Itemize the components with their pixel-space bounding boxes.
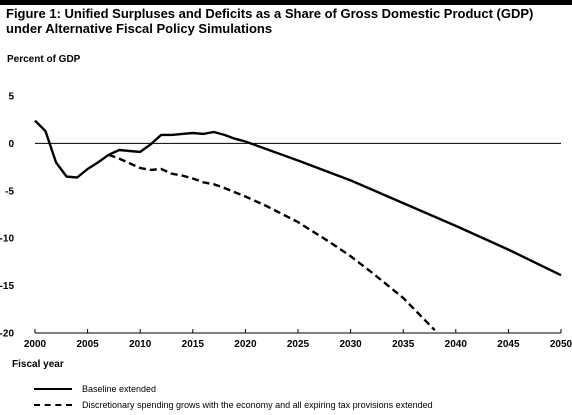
series-line-baseline: [34, 119, 562, 277]
legend-label-alternative: Discretionary spending grows with the ec…: [82, 400, 433, 410]
x-tick-label: 2040: [445, 339, 468, 350]
y-tick-label: -5: [5, 186, 14, 197]
top-rule: [0, 0, 572, 5]
y-tick-label: 0: [8, 139, 14, 150]
x-axis-label: Fiscal year: [12, 359, 64, 370]
x-tick-label: 2050: [550, 339, 572, 350]
x-tick-label: 2000: [24, 339, 47, 350]
x-tick-label: 2010: [129, 339, 152, 350]
legend: Baseline extended Discretionary spending…: [34, 381, 433, 413]
y-tick-label: -20: [0, 329, 14, 340]
y-tick-label: -10: [0, 234, 14, 245]
x-tick-label: 2025: [287, 339, 310, 350]
y-tick-label: -15: [0, 281, 14, 292]
series-line-alternative: [108, 153, 436, 332]
x-tick-label: 2020: [234, 339, 257, 350]
legend-item-baseline: Baseline extended: [34, 381, 433, 397]
y-tick-label: 5: [8, 92, 14, 103]
x-tick-label: 2035: [392, 339, 415, 350]
y-axis-label: Percent of GDP: [7, 54, 81, 65]
chart-title: Figure 1: Unified Surpluses and Deficits…: [6, 6, 534, 36]
x-tick-label: 2045: [497, 339, 520, 350]
legend-item-alternative: Discretionary spending grows with the ec…: [34, 397, 433, 413]
legend-swatch-solid: [34, 388, 72, 390]
x-tick-label: 2015: [182, 339, 205, 350]
legend-swatch-dashed: [34, 404, 72, 406]
legend-label-baseline: Baseline extended: [82, 384, 157, 394]
x-tick-label: 2005: [76, 339, 99, 350]
x-tick-label: 2030: [339, 339, 362, 350]
